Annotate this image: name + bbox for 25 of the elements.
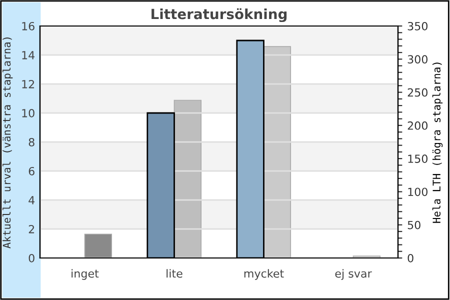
y-tick-label: 0 <box>28 254 34 262</box>
y-tick-label: 2 <box>28 224 34 234</box>
x-tick-label: mycket <box>244 269 284 280</box>
y2-tick-label: 50 <box>408 220 420 230</box>
y-tick-label: 4 <box>28 196 35 204</box>
y2-tick-label: 100 <box>408 188 428 196</box>
x-tick-label: inget <box>72 269 99 280</box>
y2-tick-label: 350 <box>408 22 428 30</box>
y-tick-label: 12 <box>22 80 34 88</box>
y-tick-label: 6 <box>28 166 34 176</box>
y-axis-title: Aktuellt urval (vänstra staplarna) <box>2 38 13 248</box>
y2-axis-title: Hela LTH (högra staplarna) <box>432 62 443 223</box>
x-tick-label: lite <box>166 269 182 278</box>
y-tick-label: 10 <box>22 108 34 118</box>
y2-tick-label: 0 <box>408 254 414 262</box>
x-tick-label: ej svar <box>335 269 372 280</box>
y-tick-label: 16 <box>22 22 34 30</box>
y-tick-label: 8 <box>28 138 34 146</box>
y2-tick-label: 300 <box>408 55 428 64</box>
y2-tick-label: 150 <box>408 154 428 163</box>
y2-tick-label: 200 <box>408 121 428 130</box>
chart-title: Litteratursökning <box>152 8 287 22</box>
bar <box>84 234 112 258</box>
y-tick-label: 14 <box>22 51 35 60</box>
y2-tick-label: 250 <box>408 88 428 97</box>
